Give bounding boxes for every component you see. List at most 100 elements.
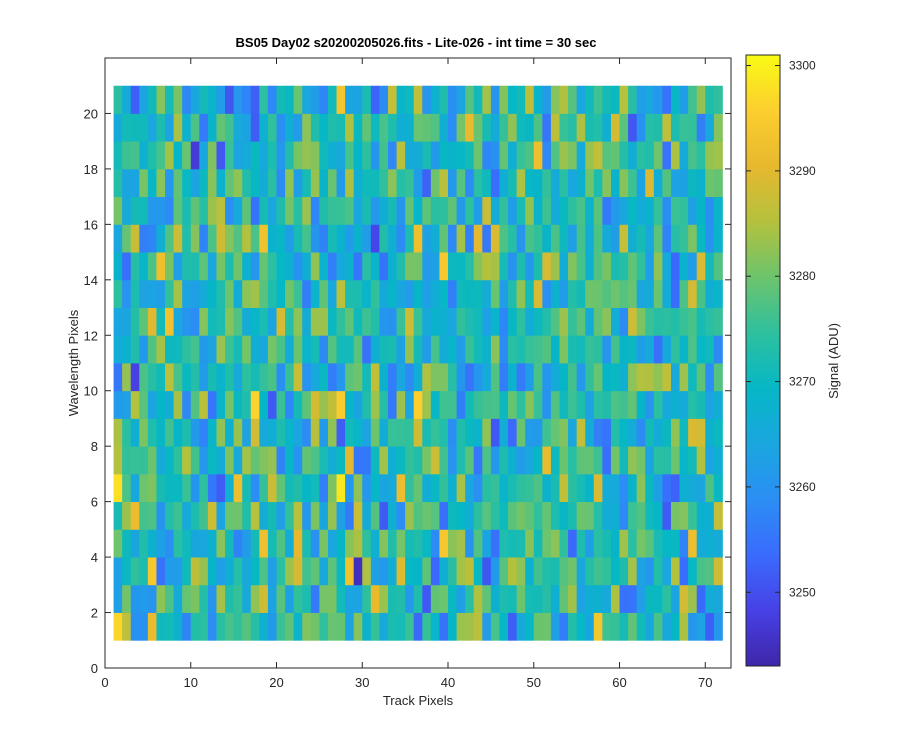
heatmap-cell [216, 279, 226, 308]
heatmap-cell [653, 224, 663, 253]
heatmap-cell [705, 307, 715, 336]
heatmap-cell [542, 168, 552, 198]
y-tick-label: 10 [84, 384, 98, 399]
heatmap-cell [165, 224, 175, 253]
heatmap-cell [216, 141, 226, 170]
heatmap-cell [139, 363, 149, 392]
heatmap-cell [362, 224, 372, 253]
heatmap-cell [130, 279, 140, 308]
heatmap-cell [602, 141, 612, 170]
heatmap-cell [533, 335, 543, 364]
heatmap-cell [465, 196, 475, 225]
heatmap-cell [370, 418, 380, 447]
heatmap-cell [182, 168, 192, 198]
heatmap-cell [250, 196, 260, 225]
heatmap-cell [267, 141, 277, 170]
heatmap-cell [568, 584, 578, 613]
heatmap-cell [379, 363, 389, 392]
heatmap-cell [533, 473, 543, 503]
heatmap-cell [267, 612, 277, 641]
heatmap-cell [285, 446, 295, 475]
heatmap-cell [345, 529, 355, 558]
heatmap-cell [319, 363, 329, 392]
heatmap-cell [362, 168, 372, 198]
heatmap-cell [525, 446, 535, 475]
heatmap-cell [713, 307, 723, 336]
heatmap-cell [190, 612, 200, 641]
heatmap-cell [508, 418, 518, 447]
heatmap-cell [525, 557, 535, 586]
heatmap-cell [302, 612, 312, 641]
heatmap-cell [345, 307, 355, 336]
heatmap-cell [250, 418, 260, 447]
heatmap-cell [276, 252, 286, 281]
heatmap-cell [430, 279, 440, 308]
heatmap-cell [662, 557, 672, 586]
heatmap-cell [387, 168, 397, 198]
heatmap-cell [585, 113, 595, 142]
heatmap-cell [413, 363, 423, 392]
heatmap-cell [216, 224, 226, 253]
heatmap-cell [165, 252, 175, 281]
heatmap-cell [173, 113, 183, 142]
heatmap-cell [156, 252, 166, 281]
heatmap-cell [568, 612, 578, 641]
heatmap-cell [267, 196, 277, 225]
heatmap-cell [293, 501, 303, 530]
heatmap-cell [345, 557, 355, 586]
heatmap-cell [182, 557, 192, 586]
heatmap-cell [636, 141, 646, 170]
heatmap-cell [413, 252, 423, 281]
heatmap-cell [139, 529, 149, 558]
heatmap-cell [267, 307, 277, 336]
heatmap-cell [199, 473, 209, 503]
heatmap-cell [645, 473, 655, 503]
heatmap-cell [190, 85, 200, 114]
heatmap-cell [327, 529, 337, 558]
heatmap-cell [619, 335, 629, 364]
heatmap-cell [525, 584, 535, 613]
heatmap-cell [190, 252, 200, 281]
heatmap-cell [448, 113, 457, 142]
heatmap-cell [122, 224, 132, 253]
heatmap-cell [113, 252, 123, 281]
heatmap-cell [465, 473, 475, 503]
heatmap-cell [379, 113, 389, 142]
heatmap-cell [302, 529, 312, 558]
heatmap-cell [302, 557, 312, 586]
heatmap-cell [267, 557, 277, 586]
heatmap-cell [259, 584, 269, 613]
heatmap-cell [147, 252, 157, 281]
heatmap-cell [482, 335, 492, 364]
heatmap-cell [636, 224, 646, 253]
heatmap-cell [585, 446, 595, 475]
heatmap-cell [379, 279, 389, 308]
heatmap-cell [379, 584, 389, 613]
heatmap-cell [216, 612, 226, 641]
heatmap-cell [499, 279, 509, 308]
heatmap-cell [525, 473, 535, 503]
heatmap-cell [473, 557, 483, 586]
heatmap-cell [250, 113, 260, 142]
heatmap-cell [610, 584, 620, 613]
heatmap-cell [499, 584, 509, 613]
heatmap-cell [190, 196, 200, 225]
heatmap-cell [387, 335, 397, 364]
heatmap-cell [310, 252, 320, 281]
heatmap-cell [327, 612, 337, 641]
heatmap-cell [576, 612, 586, 641]
heatmap-cell [336, 418, 346, 447]
heatmap-cell [499, 168, 509, 198]
heatmap-cell [688, 252, 698, 281]
heatmap-cell [662, 335, 672, 364]
heatmap-cell [207, 612, 217, 641]
heatmap-cell [233, 473, 243, 503]
heatmap-cell [705, 113, 715, 142]
heatmap-cell [688, 113, 698, 142]
heatmap-cell [482, 196, 492, 225]
heatmap-cell [233, 584, 243, 613]
heatmap-cell [619, 279, 629, 308]
heatmap-cell [173, 390, 183, 419]
heatmap-cell [619, 85, 629, 114]
heatmap-cell [122, 473, 132, 503]
